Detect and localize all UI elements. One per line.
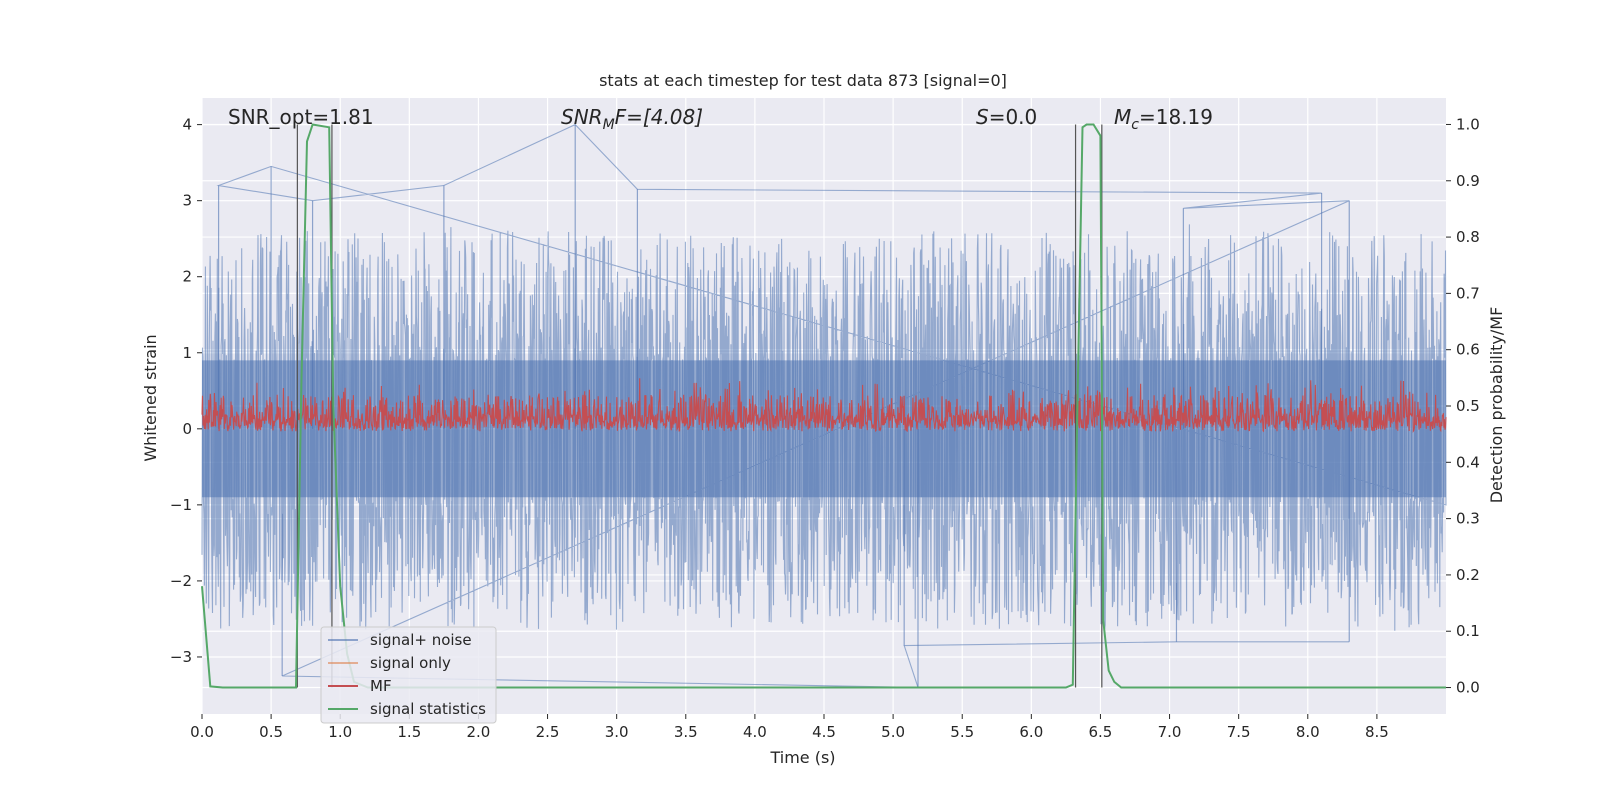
x-tick-label: 0.0 (190, 723, 214, 741)
y2-tick-label: 0.9 (1456, 172, 1480, 190)
y2-tick-label: 0.0 (1456, 679, 1480, 697)
x-tick-label: 1.5 (397, 723, 421, 741)
y-tick-label: 3 (182, 192, 192, 210)
annotation-snr-opt: SNR_opt=1.81 (228, 105, 374, 129)
x-tick-label: 5.5 (950, 723, 974, 741)
x-tick-label: 3.5 (674, 723, 698, 741)
x-tick-label: 4.0 (743, 723, 767, 741)
y-axis-label: Whitened strain (141, 334, 160, 461)
x-tick-label: 8.0 (1296, 723, 1320, 741)
x-tick-label: 4.5 (812, 723, 836, 741)
x-tick-label: 8.5 (1365, 723, 1389, 741)
y2-tick-label: 0.3 (1456, 510, 1480, 528)
y-tick-label: 4 (182, 116, 192, 134)
legend: signal+ noise signal only MF signal stat… (320, 626, 497, 724)
legend-label-signal-only: signal only (370, 654, 451, 672)
legend-label-signal-statistics: signal statistics (370, 700, 486, 718)
y-tick-label: −1 (170, 496, 192, 514)
x-tick-label: 7.5 (1227, 723, 1251, 741)
x-axis-label: Time (s) (769, 748, 835, 767)
y2-tick-label: 0.7 (1456, 284, 1480, 302)
y2-tick-label: 0.4 (1456, 453, 1480, 471)
x-tick-label: 2.5 (536, 723, 560, 741)
y2-tick-label: 0.1 (1456, 622, 1480, 640)
y2-tick-label: 0.2 (1456, 566, 1480, 584)
series-signal-noise (201, 123, 1447, 688)
y-tick-label: −2 (170, 572, 192, 590)
y-tick-label: −3 (170, 648, 192, 666)
legend-label-signal-noise: signal+ noise (370, 631, 472, 649)
x-tick-label: 1.0 (328, 723, 352, 741)
y2-tick-label: 0.8 (1456, 228, 1480, 246)
y2-tick-label: 1.0 (1456, 115, 1480, 133)
chart-title: stats at each timestep for test data 873… (599, 71, 1007, 90)
legend-label-mf: MF (370, 677, 392, 695)
x-tick-label: 6.0 (1019, 723, 1043, 741)
y2-tick-label: 0.5 (1456, 397, 1480, 415)
y-tick-label: 2 (182, 268, 192, 286)
x-tick-label: 7.0 (1158, 723, 1182, 741)
x-tick-label: 0.5 (259, 723, 283, 741)
annotation-mc: Mc=18.19 (1114, 105, 1213, 133)
x-tick-label: 6.5 (1089, 723, 1113, 741)
y2-tick-label: 0.6 (1456, 341, 1480, 359)
x-tick-label: 3.0 (605, 723, 629, 741)
annotation-snr-mf: SNRMF=[4.08] (561, 105, 703, 133)
y2-axis-label: Detection probability/MF (1487, 307, 1506, 504)
y-tick-label: 1 (182, 344, 192, 362)
annotation-s: S=0.0 (976, 105, 1037, 129)
x-tick-label: 2.0 (467, 723, 491, 741)
y-tick-label: 0 (182, 420, 192, 438)
series-mf (201, 378, 1447, 433)
legend-box (320, 626, 497, 724)
x-tick-label: 5.0 (881, 723, 905, 741)
